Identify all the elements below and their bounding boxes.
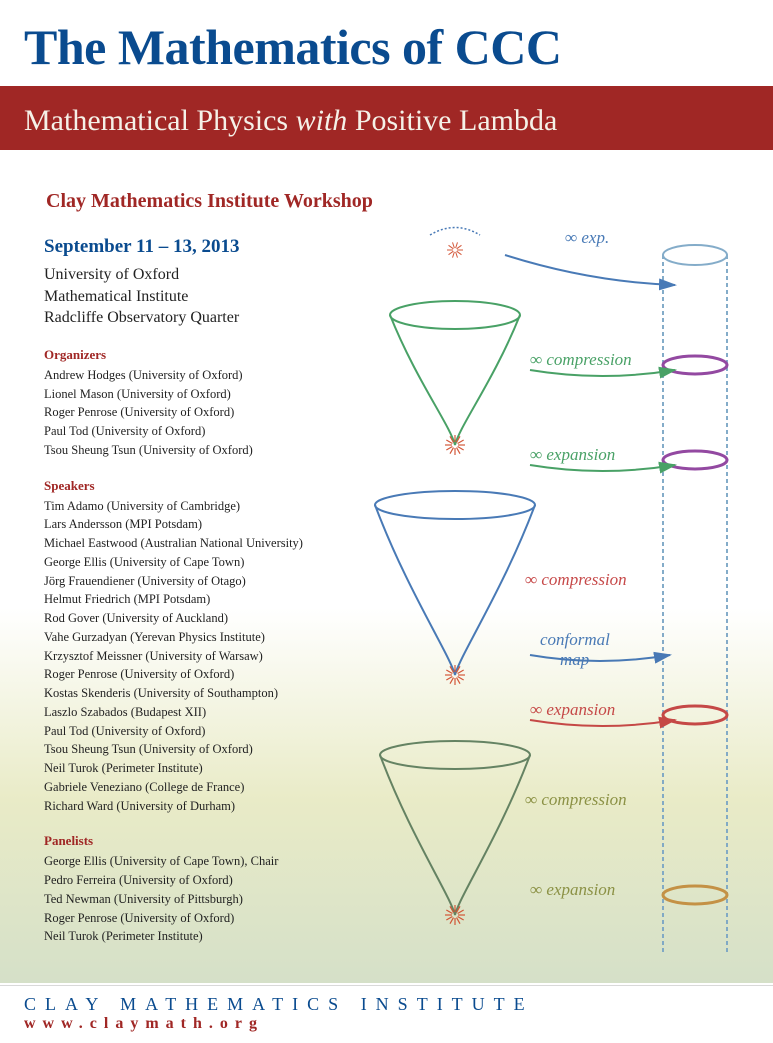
speakers-person: Richard Ward (University of Durham) xyxy=(44,797,424,816)
subtitle-pre: Mathematical Physics xyxy=(24,104,296,137)
venue-line: Radcliffe Observatory Quarter xyxy=(44,307,424,329)
footer-url: www.claymath.org xyxy=(24,1015,749,1033)
speakers-person: Gabriele Veneziano (College de France) xyxy=(44,778,424,797)
svg-text:∞ compression: ∞ compression xyxy=(530,350,632,369)
speakers-person: Neil Turok (Perimeter Institute) xyxy=(44,759,424,778)
organizers-person: Lionel Mason (University of Oxford) xyxy=(44,385,424,404)
venue-block: University of OxfordMathematical Institu… xyxy=(44,264,424,329)
speakers-person: Vahe Gurzadyan (Yerevan Physics Institut… xyxy=(44,628,424,647)
venue-line: University of Oxford xyxy=(44,264,424,286)
workshop-card: Clay Mathematics Institute Workshop xyxy=(22,168,442,221)
svg-text:map: map xyxy=(560,650,589,669)
subtitle-post: Positive Lambda xyxy=(347,104,557,137)
svg-text:∞ compression: ∞ compression xyxy=(525,570,627,589)
svg-text:∞ expansion: ∞ expansion xyxy=(530,700,615,719)
speakers-person: Roger Penrose (University of Oxford) xyxy=(44,665,424,684)
speakers-person: Paul Tod (University of Oxford) xyxy=(44,722,424,741)
venue-line: Mathematical Institute xyxy=(44,286,424,308)
panelists-person: George Ellis (University of Cape Town), … xyxy=(44,852,424,871)
details-column: September 11 – 13, 2013 University of Ox… xyxy=(44,236,424,946)
workshop-label: Clay Mathematics Institute Workshop xyxy=(46,190,418,213)
title-band: The Mathematics of CCC xyxy=(0,0,773,86)
organizers-person: Roger Penrose (University of Oxford) xyxy=(44,403,424,422)
page-title: The Mathematics of CCC xyxy=(24,18,749,76)
svg-text:∞ compression: ∞ compression xyxy=(525,790,627,809)
speakers-person: Lars Andersson (MPI Potsdam) xyxy=(44,515,424,534)
panelists-person: Neil Turok (Perimeter Institute) xyxy=(44,927,424,946)
panelists-person: Pedro Ferreira (University of Oxford) xyxy=(44,871,424,890)
panelists-heading: Panelists xyxy=(44,833,424,849)
speakers-person: Krzysztof Meissner (University of Warsaw… xyxy=(44,647,424,666)
panelists-person: Roger Penrose (University of Oxford) xyxy=(44,909,424,928)
event-date: September 11 – 13, 2013 xyxy=(44,236,424,258)
panelists-person: Ted Newman (University of Pittsburgh) xyxy=(44,890,424,909)
svg-text:∞ expansion: ∞ expansion xyxy=(530,880,615,899)
organizers-person: Paul Tod (University of Oxford) xyxy=(44,422,424,441)
organizers-person: Andrew Hodges (University of Oxford) xyxy=(44,366,424,385)
organizers-heading: Organizers xyxy=(44,347,424,363)
svg-text:conformal: conformal xyxy=(540,630,610,649)
organizers-person: Tsou Sheung Tsun (University of Oxford) xyxy=(44,441,424,460)
speakers-person: George Ellis (University of Cape Town) xyxy=(44,553,424,572)
subtitle: Mathematical Physics with Positive Lambd… xyxy=(24,104,749,138)
speakers-person: Helmut Friedrich (MPI Potsdam) xyxy=(44,590,424,609)
speakers-person: Jörg Frauendiener (University of Otago) xyxy=(44,572,424,591)
speakers-person: Michael Eastwood (Australian National Un… xyxy=(44,534,424,553)
speakers-person: Rod Gover (University of Auckland) xyxy=(44,609,424,628)
speakers-heading: Speakers xyxy=(44,478,424,494)
svg-text:∞ expansion: ∞ expansion xyxy=(530,445,615,464)
speakers-person: Tim Adamo (University of Cambridge) xyxy=(44,497,424,516)
footer-institute: CLAY MATHEMATICS INSTITUTE xyxy=(24,994,749,1015)
subtitle-italic: with xyxy=(296,104,348,137)
footer: CLAY MATHEMATICS INSTITUTE www.claymath.… xyxy=(0,985,773,1043)
speakers-person: Kostas Skenderis (University of Southamp… xyxy=(44,684,424,703)
svg-text:∞ exp.: ∞ exp. xyxy=(565,228,609,247)
speakers-person: Laszlo Szabados (Budapest XII) xyxy=(44,703,424,722)
speakers-person: Tsou Sheung Tsun (University of Oxford) xyxy=(44,740,424,759)
